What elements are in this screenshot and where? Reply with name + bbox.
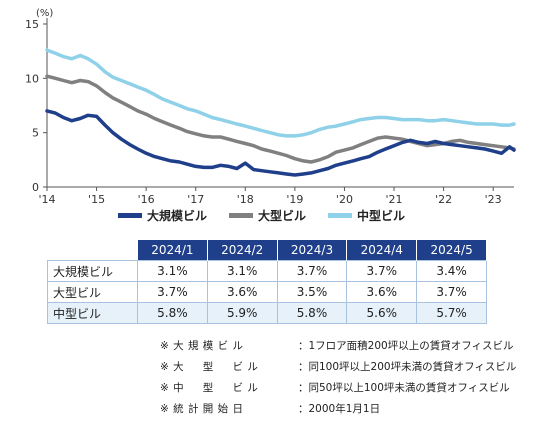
legend-swatch-large	[229, 212, 254, 218]
table-cell: 3.1%	[137, 260, 208, 282]
x-tick-label: '17	[187, 193, 204, 205]
table-cell: 3.7%	[416, 281, 487, 303]
table-row: 大規模ビル 3.1% 3.1% 3.7% 3.7% 3.4%	[47, 260, 487, 282]
footnote: ※ 大 規 模 ビ ル ：1フロア面積200坪以上の賃貸オフィスビル	[160, 336, 516, 357]
chart-series	[45, 48, 516, 177]
x-tick-label: '14	[38, 193, 55, 205]
legend-item-medium: 中型ビル	[328, 207, 405, 224]
x-tick-label: '15	[88, 193, 105, 205]
x-tick-label: '19	[286, 193, 303, 205]
table-header: 2024/1	[137, 240, 208, 261]
table-cell: 3.4%	[416, 260, 487, 282]
x-tick-label: '22	[435, 193, 452, 205]
series-line-2	[45, 48, 516, 138]
table-cell: 3.7%	[137, 281, 208, 303]
chart-axes: 0 5 10 15 '14 '15 '16 '17 '18 '19 '20 '21 '22 '23	[25, 18, 514, 205]
table-corner	[47, 240, 138, 261]
legend-label: 大規模ビル	[147, 208, 208, 223]
footnote: ※ 統 計 開 始 日 ：2000年1月1日	[160, 399, 516, 420]
table-cell: 5.8%	[137, 302, 208, 324]
vacancy-rate-table: 2024/1 2024/2 2024/3 2024/4 2024/5 大規模ビル…	[47, 240, 487, 324]
table-cell: 3.7%	[276, 260, 348, 282]
table-header: 2024/3	[276, 240, 348, 261]
table-header: 2024/5	[416, 240, 487, 261]
y-tick-label: 15	[25, 18, 39, 31]
footnote-label: ※ 大 規 模 ビ ル	[160, 340, 244, 352]
legend-label: 大型ビル	[258, 208, 307, 223]
footnote-label: ※ 統 計 開 始 日	[160, 403, 244, 415]
footnote-label: ※ 大 型 ビ ル	[160, 361, 259, 373]
table-header: 2024/4	[346, 240, 418, 261]
table-row: 中型ビル 5.8% 5.9% 5.8% 5.6% 5.7%	[47, 302, 487, 324]
table-cell: 3.6%	[206, 281, 278, 303]
footnote-label: ※ 中 型 ビ ル	[160, 382, 259, 394]
footnote: ※ 中 型 ビ ル ：同50坪以上100坪未満の賃貸オフィスビル	[160, 378, 516, 399]
x-tick-label: '23	[485, 193, 502, 205]
y-unit-label: (%)	[36, 8, 53, 19]
table-row: 大型ビル 3.7% 3.6% 3.5% 3.6% 3.7%	[47, 281, 487, 303]
table-header-row: 2024/1 2024/2 2024/3 2024/4 2024/5	[47, 240, 487, 261]
table-cell: 3.1%	[206, 260, 278, 282]
footnotes: ※ 大 規 模 ビ ル ：1フロア面積200坪以上の賃貸オフィスビル ※ 大 型…	[160, 336, 516, 420]
table-cell: 3.6%	[346, 281, 418, 303]
row-label: 大型ビル	[47, 281, 138, 303]
legend-item-large: 大型ビル	[229, 207, 306, 224]
x-tick-label: '21	[386, 193, 403, 205]
chart-legend: 大規模ビル 大型ビル 中型ビル	[118, 206, 427, 224]
legend-label: 中型ビル	[357, 208, 406, 223]
footnote-text: ：同100坪以上200坪未満の賃貸オフィスビル	[298, 361, 517, 373]
row-label: 中型ビル	[47, 302, 138, 324]
footnote: ※ 大 型 ビ ル ：同100坪以上200坪未満の賃貸オフィスビル	[160, 357, 516, 378]
y-tick-label: 5	[32, 127, 39, 140]
x-tick-label: '20	[336, 193, 353, 205]
series-line-0	[45, 109, 516, 177]
legend-swatch-medium	[328, 212, 353, 218]
table-cell: 3.7%	[346, 260, 418, 282]
row-label: 大規模ビル	[47, 260, 138, 282]
table-header: 2024/2	[206, 240, 278, 261]
y-tick-label: 10	[25, 72, 39, 85]
x-tick-label: '16	[138, 193, 155, 205]
table-cell: 5.7%	[416, 302, 487, 324]
line-chart: 0 5 10 15 '14 '15 '16 '17 '18 '19 '20 '21 '22 '23 (%)	[25, 8, 516, 205]
table-cell: 3.5%	[276, 281, 348, 303]
table-cell: 5.9%	[206, 302, 278, 324]
legend-item-large-scale: 大規模ビル	[118, 207, 207, 224]
footnote-text: ：1フロア面積200坪以上の賃貸オフィスビル	[298, 340, 514, 352]
legend-swatch-large-scale	[118, 212, 142, 218]
footnote-text: ：2000年1月1日	[298, 403, 381, 415]
table-cell: 5.6%	[346, 302, 418, 324]
table-cell: 5.8%	[276, 302, 348, 324]
x-tick-label: '18	[237, 193, 254, 205]
footnote-text: ：同50坪以上100坪未満の賃貸オフィスビル	[298, 382, 510, 394]
y-tick-label: 0	[32, 181, 39, 194]
